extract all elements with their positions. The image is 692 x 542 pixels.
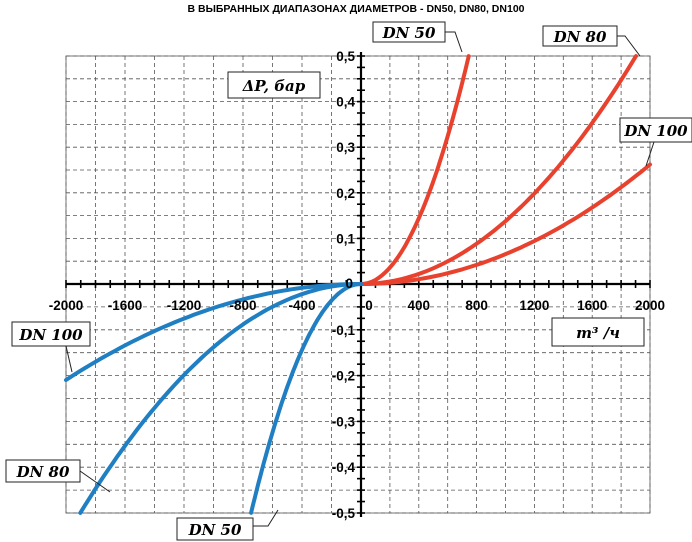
x-tick-label: 800 [465, 298, 488, 313]
x-axis-label: m³ /ч [551, 317, 645, 347]
chart-title: В ВЫБРАННЫХ ДИАПАЗОНАХ ДИАМЕТРОВ - DN50,… [188, 3, 525, 15]
x-tick-label: -1200 [167, 298, 202, 313]
callout-pos-dn80-text: DN 80 [553, 28, 607, 46]
series-line-dn80-negative [78, 282, 363, 515]
y-tick-label: -0,4 [332, 460, 356, 475]
series-line-dn100-negative [64, 282, 363, 382]
x-tick-label: 2000 [635, 298, 665, 313]
series-line-dn50-positive [359, 54, 471, 286]
callout-pos-dn100: DN 100 [619, 117, 692, 167]
tick-labels: -2000 -1600 -1200 -800 -400 0 400 800 1200 1600 20… [49, 49, 665, 521]
x-axis-label-text: m³ /ч [576, 324, 620, 342]
x-tick-label: 400 [408, 298, 431, 313]
x-tick-label: 1200 [519, 298, 549, 313]
y-tick-label: 0,3 [336, 140, 355, 155]
y-tick-label: 0,5 [336, 49, 355, 64]
y-tick-label: -0,2 [332, 369, 355, 384]
x-tick-label: -1600 [108, 298, 143, 313]
x-tick-label: -800 [229, 298, 256, 313]
series-line-dn80-positive [359, 54, 638, 286]
y-tick-label: -0,5 [332, 506, 356, 521]
callout-pos-dn100-text: DN 100 [623, 122, 688, 140]
grid [65, 55, 651, 514]
x-tick-label: 1600 [577, 298, 607, 313]
x-tick-label: 0 [365, 298, 373, 313]
x-tick-label: -2000 [49, 298, 84, 313]
x-tick-label: -400 [288, 298, 315, 313]
series-line-dn100-positive [359, 162, 652, 286]
y-axis-label-text: ΔP, бар [242, 77, 306, 95]
y-tick-label: -0,3 [332, 414, 356, 429]
callout-neg-dn50-text: DN 50 [188, 521, 242, 539]
callout-neg-dn80-text: DN 80 [16, 463, 70, 481]
callout-pos-dn50: DN 50 [372, 21, 463, 53]
callout-neg-dn100: DN 100 [11, 321, 91, 373]
series-line-dn50-negative [249, 282, 363, 515]
callout-neg-dn100-text: DN 100 [18, 326, 83, 344]
y-tick-label: 0 [345, 276, 353, 291]
y-tick-label: 0,2 [336, 186, 355, 201]
callout-pos-dn50-text: DN 50 [382, 24, 436, 42]
callout-neg-dn50: DN 50 [176, 509, 279, 541]
y-tick-label: 0,1 [336, 231, 355, 246]
y-tick-label: 0,4 [336, 95, 355, 110]
y-axis-label: ΔP, бар [227, 71, 321, 99]
y-tick-label: -0,1 [332, 323, 356, 338]
series-layer [64, 54, 652, 515]
callout-pos-dn80: DN 80 [542, 25, 641, 57]
callout-neg-dn80: DN 80 [5, 459, 111, 493]
